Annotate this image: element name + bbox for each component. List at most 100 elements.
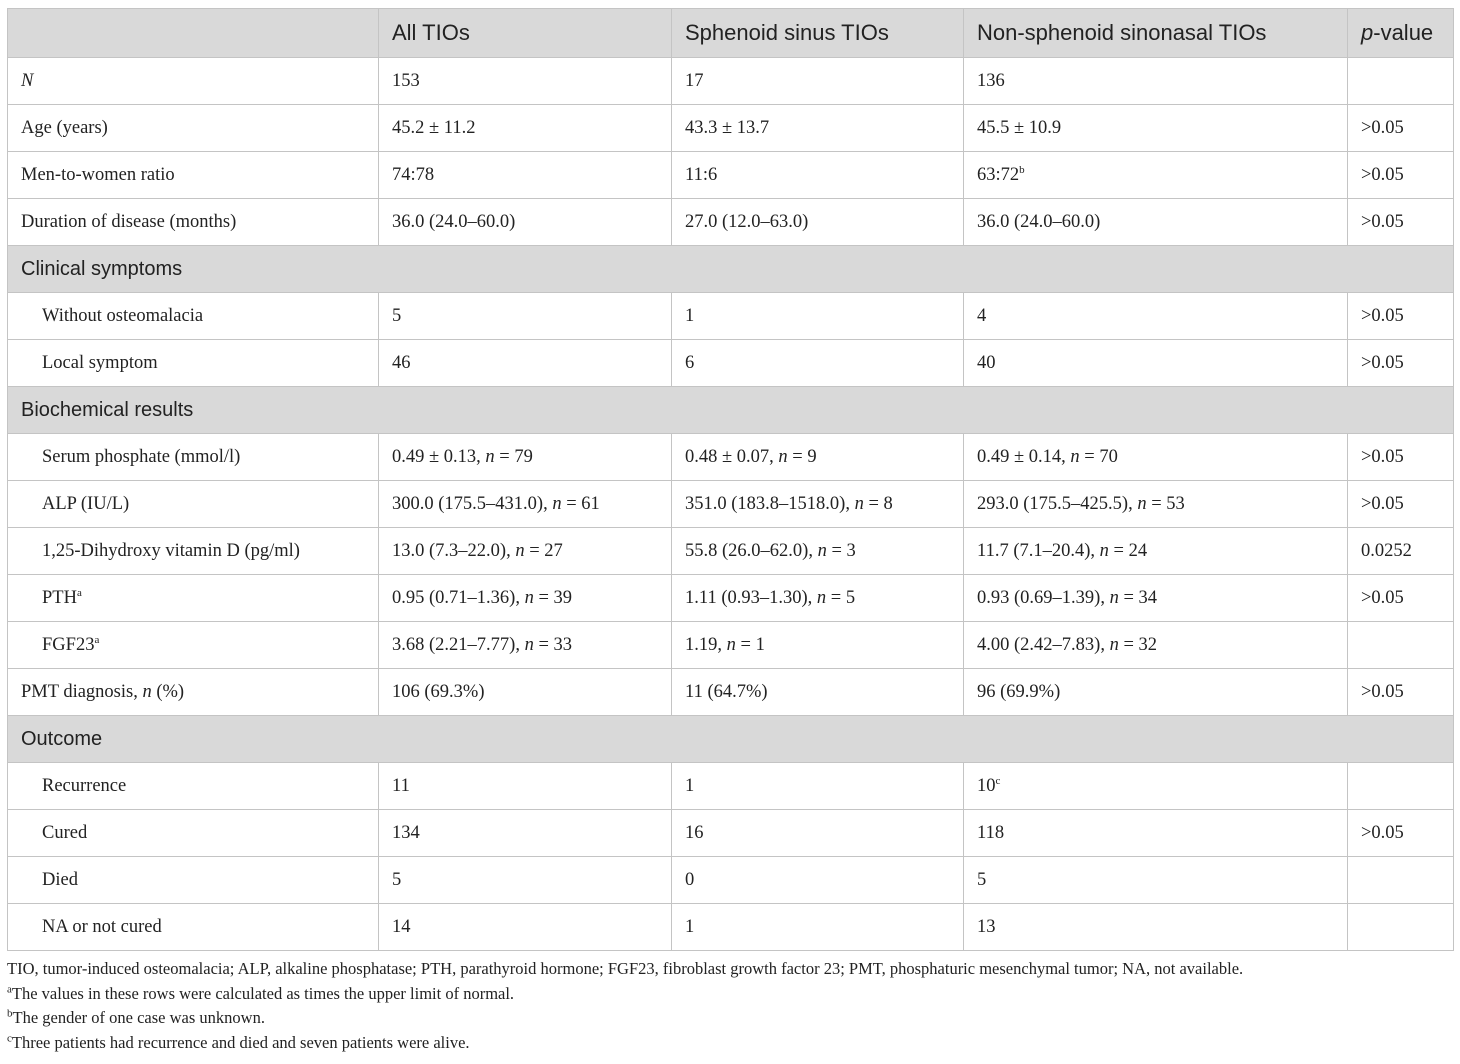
cell-p-value: >0.05 (1347, 480, 1454, 528)
header-cell-all-tios: All TIOs (378, 8, 672, 58)
n-value: 27 (544, 540, 563, 561)
cell-sphenoid-sinus-tios: 17 (671, 57, 964, 105)
footnote-text: TIO, tumor-induced osteomalacia; ALP, al… (7, 959, 1244, 978)
footnote-marker: a (76, 586, 82, 599)
results-table: All TIOs Sphenoid sinus TIOs Non-sphenoi… (7, 8, 1454, 951)
cell-value: 134 (392, 822, 420, 843)
cell-p-value: >0.05 (1347, 104, 1454, 152)
row-label: Men-to-women ratio (7, 151, 379, 199)
section-row: Outcome (7, 715, 1454, 763)
row-label: Cured (7, 809, 379, 857)
table-row: PTHa 0.95 (0.71–1.36), n = 39 1.11 (0.93–1… (7, 574, 1454, 622)
cell-sphenoid-sinus-tios: 11:6 (671, 151, 964, 199)
cell-value: 0.49 ± 0.13, (392, 446, 486, 467)
table-row: 1,25-Dihydroxy vitamin D (pg/ml) 13.0 (7.… (7, 527, 1454, 575)
row-label-tail: (%) (151, 681, 185, 702)
cell-p-value: >0.05 (1347, 668, 1454, 716)
document: All TIOs Sphenoid sinus TIOs Non-sphenoi… (7, 8, 1454, 1056)
cell-sphenoid-sinus-tios: 6 (671, 339, 964, 387)
table-row: ALP (IU/L) 300.0 (175.5–431.0), n = 61 351… (7, 480, 1454, 528)
cell-sphenoid-sinus-tios: 27.0 (12.0–63.0) (671, 198, 964, 246)
cell-value: 36.0 (24.0–60.0) (977, 211, 1101, 232)
n-symbol: n (854, 493, 864, 514)
cell-p-value: 0.0252 (1347, 527, 1454, 575)
cell-all-tios: 13.0 (7.3–22.0), n = 27 (378, 527, 672, 575)
cell-value: 351.0 (183.8–1518.0), (685, 493, 855, 514)
cell-value: 5 (392, 305, 402, 326)
n-equals: = (1108, 540, 1129, 561)
row-label-text: Men-to-women ratio (21, 164, 175, 185)
cell-non-sphenoid-sinonasal-tios: 36.0 (24.0–60.0) (963, 198, 1348, 246)
cell-all-tios: 46 (378, 339, 672, 387)
footnote: bThe gender of one case was unknown. (7, 1006, 1453, 1031)
cell-value: 4.00 (2.42–7.83), (977, 634, 1110, 655)
n-value: 3 (846, 540, 856, 561)
cell-value: 74:78 (392, 164, 435, 185)
cell-all-tios: 0.95 (0.71–1.36), n = 39 (378, 574, 672, 622)
footnote-marker: a (94, 633, 100, 646)
cell-all-tios: 106 (69.3%) (378, 668, 672, 716)
cell-sphenoid-sinus-tios: 1.19, n = 1 (671, 621, 964, 669)
row-label-text: Died (42, 869, 78, 890)
cell-non-sphenoid-sinonasal-tios: 5 (963, 856, 1348, 904)
header-cell-sphenoid-sinus-tios: Sphenoid sinus TIOs (671, 8, 964, 58)
cell-value: 136 (977, 70, 1005, 91)
cell-value: 40 (977, 352, 996, 373)
cell-value: 153 (392, 70, 420, 91)
n-symbol: n (552, 493, 562, 514)
n-equals: = (826, 587, 846, 608)
cell-p-value: >0.05 (1347, 198, 1454, 246)
row-label-italic: n (142, 681, 152, 702)
cell-value: 118 (977, 822, 1005, 843)
section-heading: Biochemical results (7, 386, 1454, 434)
n-equals: = (494, 446, 515, 467)
n-equals: = (524, 540, 545, 561)
cell-sphenoid-sinus-tios: 1 (671, 292, 964, 340)
header-cell-label (7, 8, 379, 58)
cell-all-tios: 74:78 (378, 151, 672, 199)
n-symbol: n (524, 587, 534, 608)
n-symbol: n (1109, 634, 1119, 655)
cell-all-tios: 0.49 ± 0.13, n = 79 (378, 433, 672, 481)
header-row: All TIOs Sphenoid sinus TIOs Non-sphenoi… (7, 8, 1454, 58)
cell-value: 1 (685, 305, 695, 326)
cell-all-tios: 45.2 ± 11.2 (378, 104, 672, 152)
cell-non-sphenoid-sinonasal-tios: 13 (963, 903, 1348, 951)
cell-value: 300.0 (175.5–431.0), (392, 493, 553, 514)
footnote: cThree patients had recurrence and died … (7, 1031, 1453, 1056)
row-label-text: 1,25-Dihydroxy vitamin D (pg/ml) (42, 540, 300, 561)
footnote-text: The gender of one case was unknown. (12, 1008, 265, 1027)
n-equals: = (1118, 634, 1139, 655)
cell-non-sphenoid-sinonasal-tios: 96 (69.9%) (963, 668, 1348, 716)
cell-all-tios: 3.68 (2.21–7.77), n = 33 (378, 621, 672, 669)
footnote-text: The values in these rows were calculated… (11, 983, 515, 1003)
row-label: N (7, 57, 379, 105)
n-value: 8 (883, 493, 893, 514)
cell-sphenoid-sinus-tios: 0.48 ± 0.07, n = 9 (671, 433, 964, 481)
cell-value: 1.19, (685, 634, 727, 655)
cell-value: 0.95 (0.71–1.36), (392, 587, 525, 608)
cell-value: 5 (392, 869, 402, 890)
n-value: 1 (755, 634, 765, 655)
section-heading: Outcome (7, 715, 1454, 763)
n-value: 70 (1099, 446, 1118, 467)
n-symbol: n (1099, 540, 1109, 561)
cell-all-tios: 11 (378, 762, 672, 810)
header-cell-p-value: p-value (1347, 8, 1454, 58)
cell-value: 10 (977, 775, 996, 796)
footnote-marker: b (1019, 163, 1025, 176)
cell-value: 36.0 (24.0–60.0) (392, 211, 516, 232)
row-label-text: Local symptom (42, 352, 158, 373)
row-label-italic: N (21, 70, 34, 91)
footnote-marker: c (7, 1032, 12, 1044)
table-row: Cured 134 16 118 >0.05 (7, 809, 1454, 857)
n-symbol: n (726, 634, 736, 655)
row-label-text: PTH (42, 587, 77, 608)
cell-sphenoid-sinus-tios: 1 (671, 903, 964, 951)
cell-non-sphenoid-sinonasal-tios: 4.00 (2.42–7.83), n = 32 (963, 621, 1348, 669)
n-symbol: n (816, 587, 827, 608)
cell-non-sphenoid-sinonasal-tios: 0.93 (0.69–1.39), n = 34 (963, 574, 1348, 622)
cell-non-sphenoid-sinonasal-tios: 293.0 (175.5–425.5), n = 53 (963, 480, 1348, 528)
n-value: 24 (1128, 540, 1148, 561)
n-equals: = (533, 634, 554, 655)
